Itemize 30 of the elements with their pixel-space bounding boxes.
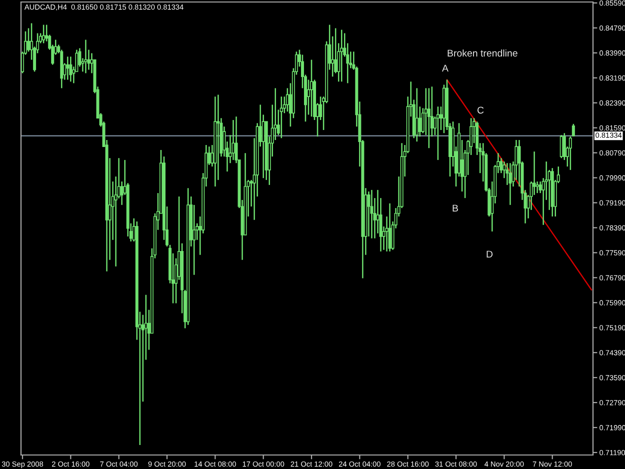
candlestick bbox=[572, 123, 575, 137]
annotation: B bbox=[452, 204, 458, 212]
candlestick bbox=[84, 39, 88, 74]
annotation: C bbox=[477, 106, 484, 114]
candlestick bbox=[66, 56, 70, 80]
candlestick bbox=[27, 28, 30, 52]
candlestick bbox=[418, 106, 422, 138]
candlestick bbox=[69, 56, 72, 82]
candlestick bbox=[508, 162, 512, 206]
candlestick bbox=[286, 88, 289, 112]
annotation: Broken trendline bbox=[448, 49, 518, 57]
annotation: D bbox=[486, 250, 493, 258]
candlestick bbox=[192, 204, 196, 276]
candlestick bbox=[560, 134, 563, 159]
candlestick bbox=[331, 36, 334, 78]
candlestick bbox=[415, 88, 418, 142]
candlestick bbox=[370, 189, 374, 239]
candlestick bbox=[334, 28, 338, 74]
candlestick bbox=[388, 202, 392, 252]
candlestick bbox=[310, 59, 314, 118]
candlestick bbox=[232, 119, 235, 161]
candlestick bbox=[568, 136, 572, 171]
candlestick bbox=[427, 88, 430, 149]
candlestick bbox=[340, 29, 344, 82]
candlestick bbox=[280, 96, 283, 139]
annotation: A bbox=[442, 64, 448, 72]
candlestick bbox=[42, 24, 46, 44]
candlestick bbox=[436, 106, 440, 161]
candlestick bbox=[424, 88, 428, 136]
candlestick bbox=[500, 157, 503, 174]
